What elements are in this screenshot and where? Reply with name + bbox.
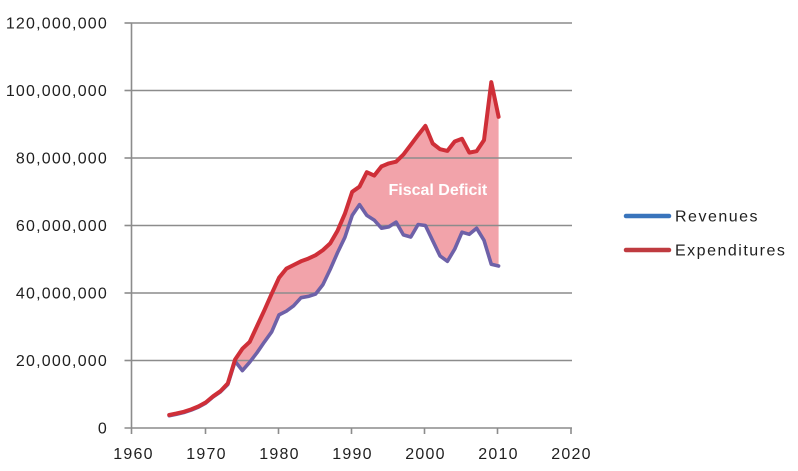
svg-text:100,000,000: 100,000,000 — [6, 83, 108, 100]
svg-text:1990: 1990 — [332, 446, 372, 463]
svg-text:60,000,000: 60,000,000 — [16, 218, 108, 235]
svg-text:1970: 1970 — [186, 446, 226, 463]
svg-text:2000: 2000 — [405, 446, 445, 463]
svg-text:80,000,000: 80,000,000 — [16, 151, 108, 168]
svg-text:20,000,000: 20,000,000 — [16, 353, 108, 370]
svg-text:1980: 1980 — [259, 446, 299, 463]
svg-text:2020: 2020 — [551, 446, 591, 463]
svg-text:Revenues: Revenues — [675, 209, 759, 226]
svg-text:2010: 2010 — [478, 446, 518, 463]
svg-text:120,000,000: 120,000,000 — [6, 16, 108, 33]
svg-text:40,000,000: 40,000,000 — [16, 286, 108, 303]
svg-text:Expenditures: Expenditures — [675, 243, 786, 260]
svg-text:Fiscal Deficit: Fiscal Deficit — [389, 182, 488, 199]
svg-text:0: 0 — [98, 421, 108, 438]
svg-text:1960: 1960 — [113, 446, 153, 463]
